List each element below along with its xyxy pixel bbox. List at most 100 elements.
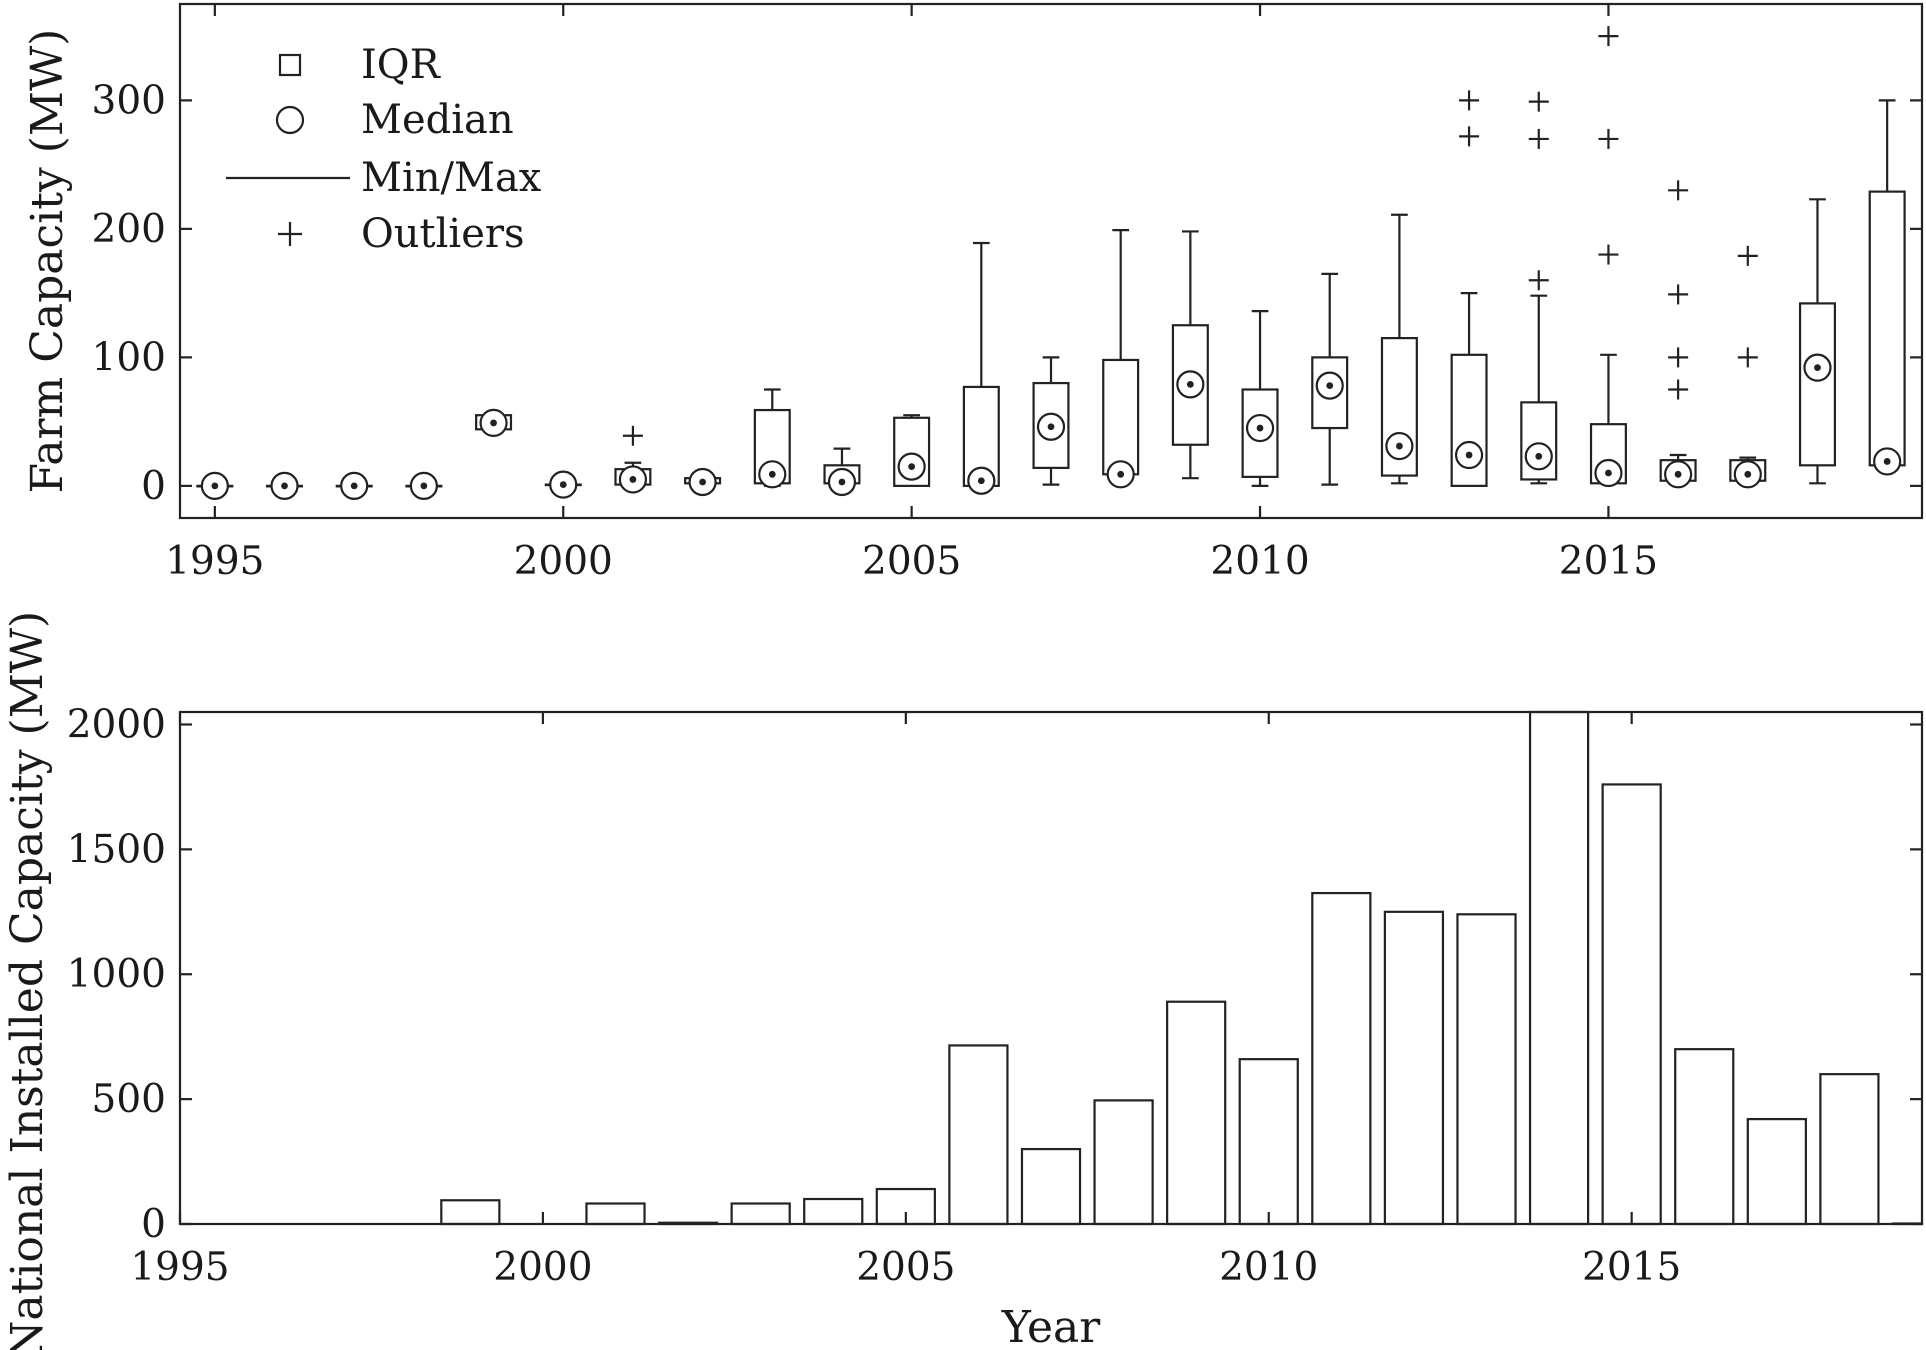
- x-tick-label: 1995: [165, 539, 264, 584]
- median-dot: [1535, 452, 1543, 460]
- bar-2003: [730, 1202, 791, 1226]
- box-2005: [893, 414, 931, 487]
- median-dot: [1814, 364, 1821, 372]
- y-tick-label: 200: [92, 207, 166, 252]
- median-dot: [629, 476, 637, 483]
- outlier-plus: [1598, 26, 1619, 47]
- farm-capacity-y-ticks: 0 100 200 300: [92, 78, 1922, 509]
- median-dot: [281, 482, 288, 490]
- bar-2009: [1166, 1000, 1227, 1226]
- box-2009: [1171, 230, 1209, 480]
- bar-2007: [1020, 1147, 1082, 1226]
- box-2004: [823, 447, 861, 497]
- y-tick-label: 0: [141, 464, 166, 509]
- median-dot: [1883, 458, 1891, 465]
- outlier-plus: [1528, 128, 1549, 149]
- box-2002: [684, 467, 722, 497]
- legend-label-min-max: Min/Max: [361, 155, 542, 201]
- box-1995: [196, 471, 234, 500]
- y-tick-label: 2000: [67, 702, 166, 747]
- legend-square-icon: [278, 53, 302, 77]
- national-capacity-x-ticks: 1995 2000 2005 2010 2015: [130, 712, 1681, 1290]
- iqr-box: [1868, 190, 1906, 467]
- box-2012: [1380, 213, 1418, 485]
- boxplot-marks: [196, 26, 1906, 500]
- box-2006: [962, 241, 1000, 495]
- legend-label-median: Median: [361, 97, 514, 143]
- national-capacity-bar-panel: 0 500 1000 1500 2000 1995 2000 2005 2010 2015 Na…: [2, 611, 1924, 1350]
- iqr-box: [1798, 302, 1837, 467]
- median-dot: [1186, 380, 1194, 388]
- bar-1999: [440, 1199, 501, 1226]
- median-dot: [1117, 470, 1125, 478]
- outlier-plus: [1668, 347, 1689, 368]
- farm-capacity-x-ticks: 1995 2000 2005 2010 2015: [165, 4, 1658, 584]
- median-dot: [559, 481, 567, 488]
- box-2011: [1311, 272, 1349, 486]
- median-dot: [699, 478, 706, 486]
- y-tick-label: 1500: [67, 827, 166, 872]
- box-2001: [614, 425, 652, 494]
- box-2018: [1798, 198, 1837, 485]
- outlier-plus: [1528, 270, 1549, 291]
- outlier-plus: [1459, 126, 1480, 147]
- median-dot: [420, 482, 428, 490]
- x-tick-label: 2010: [1219, 1245, 1318, 1290]
- box-2016: [1659, 180, 1697, 489]
- median-dot: [1744, 470, 1752, 478]
- x-tick-label: 2010: [1210, 539, 1309, 584]
- box-1998: [405, 471, 443, 500]
- median-dot: [1256, 424, 1264, 432]
- national-capacity-y-ticks: 0 500 1000 1500 2000: [67, 702, 1922, 1247]
- farm-capacity-y-axis-label: Farm Capacity (MW): [22, 29, 73, 494]
- boxplot-legend: IQR Median Min/Max Outliers: [226, 42, 542, 257]
- bar-2001: [585, 1202, 646, 1226]
- y-tick-label: 100: [92, 335, 166, 380]
- bar-2008: [1093, 1099, 1154, 1226]
- x-tick-label: 2000: [514, 539, 613, 584]
- outlier-plus: [1737, 245, 1758, 266]
- bar-2014: [1528, 710, 1590, 1226]
- y-tick-label: 500: [92, 1077, 166, 1122]
- median-dot: [490, 419, 497, 427]
- median-dot: [977, 477, 985, 485]
- bar-marks: [440, 710, 1924, 1226]
- median-dot: [211, 482, 219, 490]
- x-tick-label: 2005: [862, 539, 961, 584]
- outlier-plus: [622, 425, 643, 446]
- box-1996: [266, 471, 304, 500]
- bar-2015: [1601, 783, 1662, 1226]
- y-tick-label: 300: [92, 78, 166, 123]
- outlier-plus: [1598, 128, 1619, 149]
- bar-2010: [1238, 1058, 1299, 1226]
- farm-capacity-plot-frame: [178, 2, 1924, 520]
- legend-label-iqr: IQR: [361, 42, 442, 88]
- national-capacity-plot-frame: [178, 710, 1924, 1226]
- bar-2011: [1311, 891, 1372, 1226]
- national-capacity-x-axis-label: Year: [1001, 1302, 1101, 1350]
- box-2003: [753, 388, 791, 489]
- iqr-box: [1102, 358, 1140, 476]
- median-dot: [908, 463, 916, 470]
- outlier-plus: [1598, 244, 1619, 265]
- national-capacity-y-axis-label: National Installed Capacity (MW): [2, 611, 53, 1350]
- legend-circle-icon: [275, 105, 305, 135]
- bar-2004: [803, 1197, 864, 1226]
- x-tick-label: 2015: [1582, 1245, 1681, 1290]
- legend-plus-icon: [278, 222, 302, 246]
- median-dot: [838, 478, 846, 486]
- outlier-plus: [1668, 379, 1689, 400]
- median-dot: [768, 470, 776, 478]
- x-tick-label: 2000: [493, 1245, 592, 1290]
- median-dot: [1396, 442, 1403, 450]
- box-2007: [1032, 356, 1070, 486]
- median-dot: [1674, 470, 1682, 478]
- box-1999: [475, 408, 513, 438]
- bar-2017: [1746, 1118, 1807, 1226]
- median-dot: [350, 482, 358, 490]
- bar-2013: [1456, 913, 1517, 1226]
- box-2000: [544, 470, 582, 499]
- legend-label-outliers: Outliers: [361, 211, 525, 257]
- outlier-plus: [1668, 180, 1689, 201]
